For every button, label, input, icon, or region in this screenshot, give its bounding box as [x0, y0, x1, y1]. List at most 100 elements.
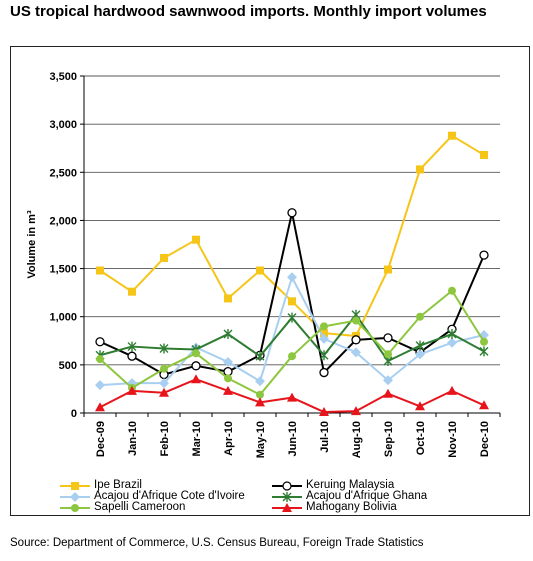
line-chart: 0 500 1,000 1,500 2,000 2,500 3,000 3,500 Volume…: [26, 71, 501, 458]
data-point: [479, 400, 489, 410]
legend-swatch: [272, 481, 302, 491]
data-point: [255, 376, 265, 387]
data-point: [319, 407, 329, 417]
data-point: [448, 286, 456, 295]
x-tick-label: Feb-10: [159, 421, 171, 456]
data-point: [384, 350, 392, 359]
data-point: [223, 385, 233, 395]
series-line: [99, 134, 485, 337]
data-point: [223, 356, 233, 367]
y-tick-label: 2,000: [49, 215, 77, 227]
data-point: [383, 375, 393, 386]
legend-swatch: [272, 503, 302, 512]
data-point: [159, 387, 169, 397]
data-point: [95, 380, 105, 391]
data-point: [95, 402, 105, 412]
data-point: [127, 351, 137, 361]
x-tick-label: Jan-10: [127, 421, 139, 456]
data-point: [287, 392, 297, 402]
data-point: [288, 352, 296, 361]
legend-swatch: [60, 482, 90, 490]
data-point: [352, 316, 360, 325]
data-point: [95, 337, 105, 347]
data-point: [287, 272, 297, 283]
data-point: [383, 333, 393, 343]
data-point: [256, 390, 264, 399]
legend-swatch: [272, 492, 302, 502]
legend-label: Keruing Malaysia: [306, 479, 395, 491]
data-point: [256, 266, 264, 275]
y-tick-label: 0: [71, 408, 77, 420]
data-point: [159, 343, 169, 354]
data-point: [447, 329, 457, 340]
y-tick-label: 3,000: [49, 119, 77, 131]
y-tick-label: 3,500: [49, 71, 77, 83]
data-point: [192, 235, 200, 244]
legend-label: Sapelli Cameroon: [94, 501, 186, 513]
legend-swatch: [60, 492, 90, 502]
data-point: [96, 266, 104, 275]
series-line: [99, 276, 485, 387]
legend-label: Ipe Brazil: [94, 479, 142, 491]
data-point: [447, 385, 457, 395]
data-point: [383, 388, 393, 398]
source-note: Source: Department of Commerce, U.S. Cen…: [10, 537, 424, 549]
data-point: [384, 265, 392, 274]
y-tick-label: 2,500: [49, 167, 77, 179]
data-point: [223, 329, 233, 340]
data-point: [351, 406, 361, 416]
x-tick-label: Mar-10: [191, 421, 203, 456]
data-point: [480, 337, 488, 346]
data-point: [128, 287, 136, 296]
data-point: [416, 312, 424, 321]
x-tick-label: Sep-10: [383, 421, 395, 457]
chart-title: US tropical hardwood sawnwood imports. M…: [10, 3, 487, 20]
y-axis-label: Volume in m³: [26, 210, 38, 279]
data-point: [319, 333, 329, 344]
data-point: [192, 349, 200, 358]
series-line: [99, 211, 485, 376]
legend-label: Acajou d'Afrique Ghana: [306, 490, 428, 502]
data-point: [320, 329, 328, 338]
data-point: [287, 312, 297, 323]
x-tick-label: Apr-10: [223, 421, 235, 456]
x-tick-label: May-10: [255, 421, 267, 458]
data-point: [191, 374, 201, 384]
data-point: [479, 346, 489, 357]
data-point: [224, 294, 232, 303]
y-tick-label: 1,000: [49, 312, 77, 324]
legend-label: Acajou d'Afrique Cote d'Ivoire: [94, 490, 245, 502]
data-point: [479, 250, 489, 260]
data-point: [224, 374, 232, 383]
x-tick-label: Aug-10: [351, 421, 363, 458]
y-tick-label: 1,500: [49, 264, 77, 276]
data-point: [255, 397, 265, 407]
data-point: [255, 351, 265, 362]
legend-label: Mahogany Bolivia: [306, 501, 397, 513]
data-point: [415, 349, 425, 360]
x-tick-label: Dec-10: [479, 421, 491, 457]
data-point: [159, 378, 169, 389]
x-tick-label: Dec-09: [95, 421, 107, 457]
legend-swatch: [60, 504, 90, 512]
chart-frame: 0 500 1,000 1,500 2,000 2,500 3,000 3,500 Volume…: [10, 46, 530, 516]
data-point: [415, 401, 425, 411]
data-point: [447, 337, 457, 348]
data-point: [127, 385, 137, 395]
data-point: [416, 165, 424, 174]
data-point: [351, 347, 361, 358]
data-point: [288, 297, 296, 306]
data-point: [160, 364, 168, 373]
data-point: [127, 341, 137, 352]
x-tick-label: Jul-10: [319, 421, 331, 453]
x-tick-label: Oct-10: [415, 421, 427, 455]
data-point: [160, 253, 168, 262]
data-point: [448, 131, 456, 140]
x-tick-label: Nov-10: [447, 421, 459, 458]
data-point: [351, 335, 361, 345]
y-tick-label: 500: [59, 360, 77, 372]
data-point: [320, 322, 328, 331]
data-point: [191, 361, 201, 371]
x-tick-label: Jun-10: [287, 421, 299, 456]
data-point: [319, 367, 329, 378]
